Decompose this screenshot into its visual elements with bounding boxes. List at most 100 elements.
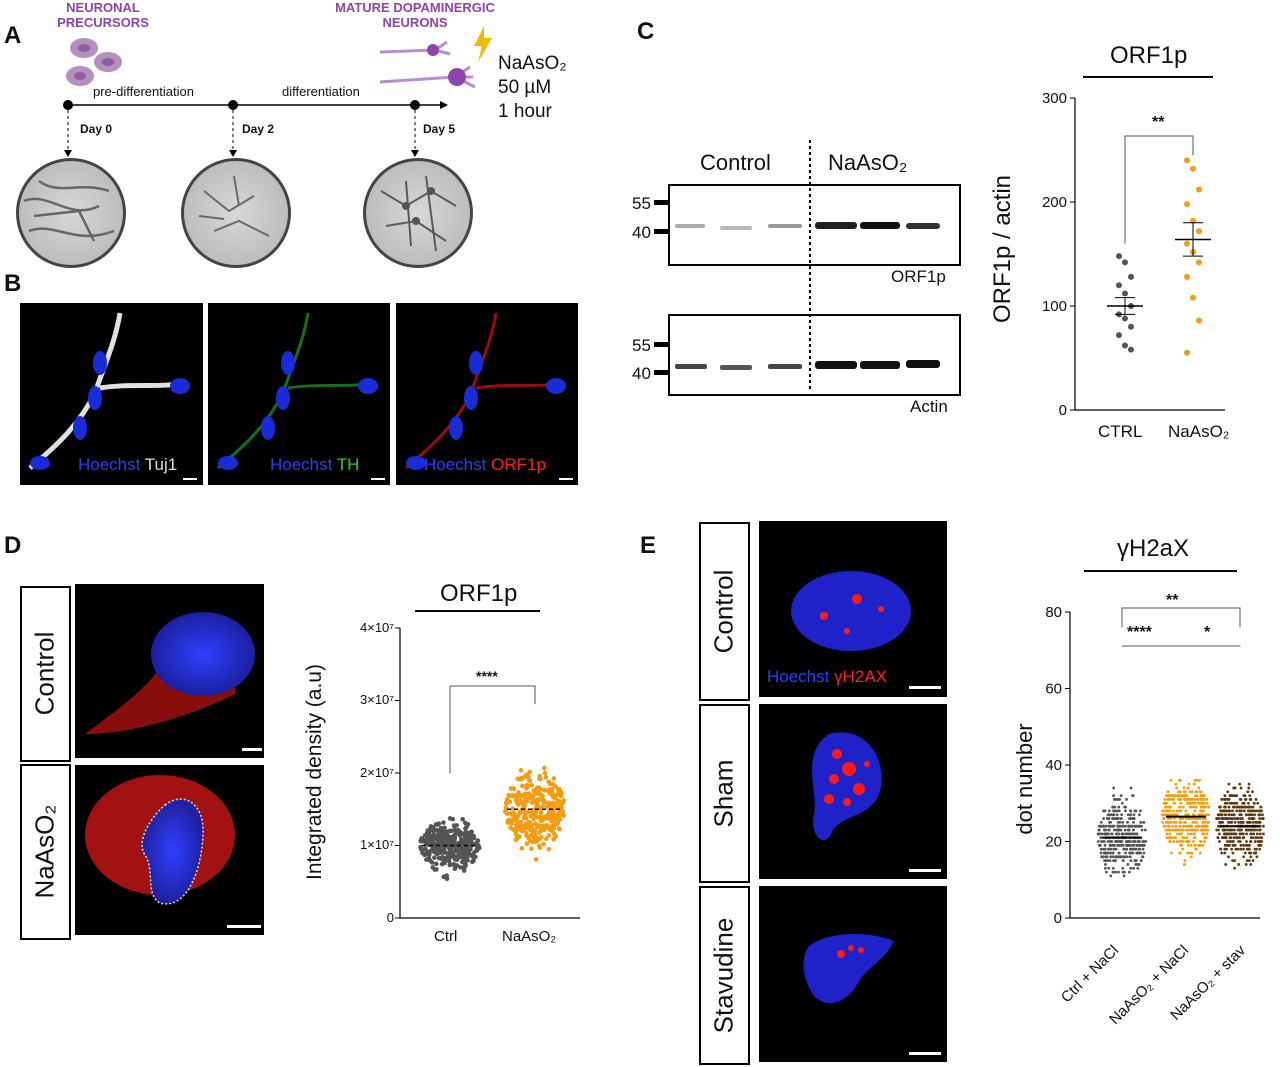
data-point <box>1224 836 1228 840</box>
data-point <box>1201 843 1205 847</box>
mw-40-label: 40 <box>632 223 651 242</box>
data-point <box>1183 798 1187 801</box>
scale-bar <box>909 686 941 689</box>
data-point <box>1140 824 1143 828</box>
data-point <box>1221 809 1225 813</box>
data-point <box>1100 855 1104 859</box>
data-point <box>542 770 548 776</box>
data-point <box>527 778 533 784</box>
data-point <box>1143 828 1147 832</box>
data-point <box>1246 790 1250 794</box>
data-point <box>1114 817 1118 820</box>
data-point <box>1244 805 1248 809</box>
lightning-icon <box>474 26 492 62</box>
data-point <box>1202 798 1206 801</box>
data-point <box>1179 820 1182 824</box>
data-point <box>1106 859 1110 863</box>
data-point <box>1139 820 1143 824</box>
chart-c-title-rule <box>1083 76 1213 78</box>
data-point <box>1104 855 1108 859</box>
data-point <box>464 830 469 835</box>
data-point <box>1104 828 1108 832</box>
data-point <box>1196 824 1200 828</box>
data-point <box>1236 847 1240 851</box>
data-point <box>1122 342 1128 349</box>
day-2-label: Day 2 <box>242 122 275 136</box>
data-point <box>1249 840 1253 843</box>
data-point <box>1097 828 1101 832</box>
data-point <box>1184 157 1190 164</box>
data-point <box>1099 843 1102 847</box>
significance-bracket <box>1121 607 1241 628</box>
data-point <box>1107 824 1111 828</box>
data-point <box>1128 855 1132 859</box>
data-point <box>1107 809 1111 813</box>
data-point <box>1129 813 1133 817</box>
data-point <box>1201 832 1204 836</box>
micrograph-e-sham <box>759 704 947 879</box>
data-point <box>1174 782 1178 786</box>
scale-bar <box>227 925 261 928</box>
data-point <box>1260 840 1264 843</box>
scale-bar <box>909 1052 941 1055</box>
data-point <box>1128 346 1134 353</box>
data-point <box>1172 840 1176 843</box>
data-point <box>1178 824 1182 828</box>
data-point <box>1186 786 1190 790</box>
data-point <box>1163 801 1167 805</box>
data-point <box>1228 832 1231 836</box>
data-point <box>1205 798 1209 801</box>
data-point <box>1183 794 1187 797</box>
data-point <box>1246 847 1250 851</box>
data-point <box>1112 813 1115 817</box>
data-point <box>424 841 429 846</box>
stain-hoechst-label: Hoechst <box>767 667 830 686</box>
data-point <box>1103 832 1107 836</box>
data-point <box>1168 820 1171 824</box>
data-point <box>535 824 540 830</box>
data-point <box>471 858 476 863</box>
data-point <box>1111 870 1115 874</box>
data-point <box>541 787 547 793</box>
data-point <box>1235 836 1238 840</box>
data-point <box>1180 840 1183 843</box>
data-point <box>1249 805 1252 809</box>
data-point <box>1174 824 1178 828</box>
data-point <box>1118 820 1122 824</box>
data-point <box>1109 813 1113 817</box>
stain-tuj1-label: Tuj1 <box>144 455 178 474</box>
data-point <box>514 836 520 841</box>
data-point <box>518 810 524 815</box>
data-point <box>443 829 449 835</box>
data-point <box>452 854 458 859</box>
data-point <box>557 826 562 832</box>
data-point <box>1198 851 1202 855</box>
data-point <box>547 789 552 795</box>
data-point <box>1168 809 1172 813</box>
data-point <box>1194 790 1198 794</box>
data-point <box>1216 813 1220 817</box>
chart-c-ylabel: ORF1p / actin <box>989 174 1016 324</box>
data-point <box>1252 832 1256 836</box>
data-point <box>1124 824 1127 828</box>
data-point <box>1220 817 1224 820</box>
blot-divider <box>809 140 811 392</box>
data-point <box>1255 832 1259 836</box>
data-point <box>461 868 467 873</box>
data-point <box>1242 847 1245 851</box>
data-point <box>1110 832 1114 836</box>
data-point <box>1193 809 1197 813</box>
data-point <box>1189 828 1192 832</box>
data-point <box>1119 794 1123 797</box>
data-point <box>1235 801 1239 805</box>
data-point <box>1121 859 1125 863</box>
data-point <box>1170 813 1174 817</box>
data-point <box>434 861 439 867</box>
data-point <box>538 805 543 811</box>
data-point <box>553 816 559 822</box>
data-point <box>1238 828 1242 832</box>
data-point <box>528 795 534 801</box>
data-point <box>1258 817 1262 820</box>
data-point <box>1223 805 1226 809</box>
data-point <box>1181 794 1185 797</box>
